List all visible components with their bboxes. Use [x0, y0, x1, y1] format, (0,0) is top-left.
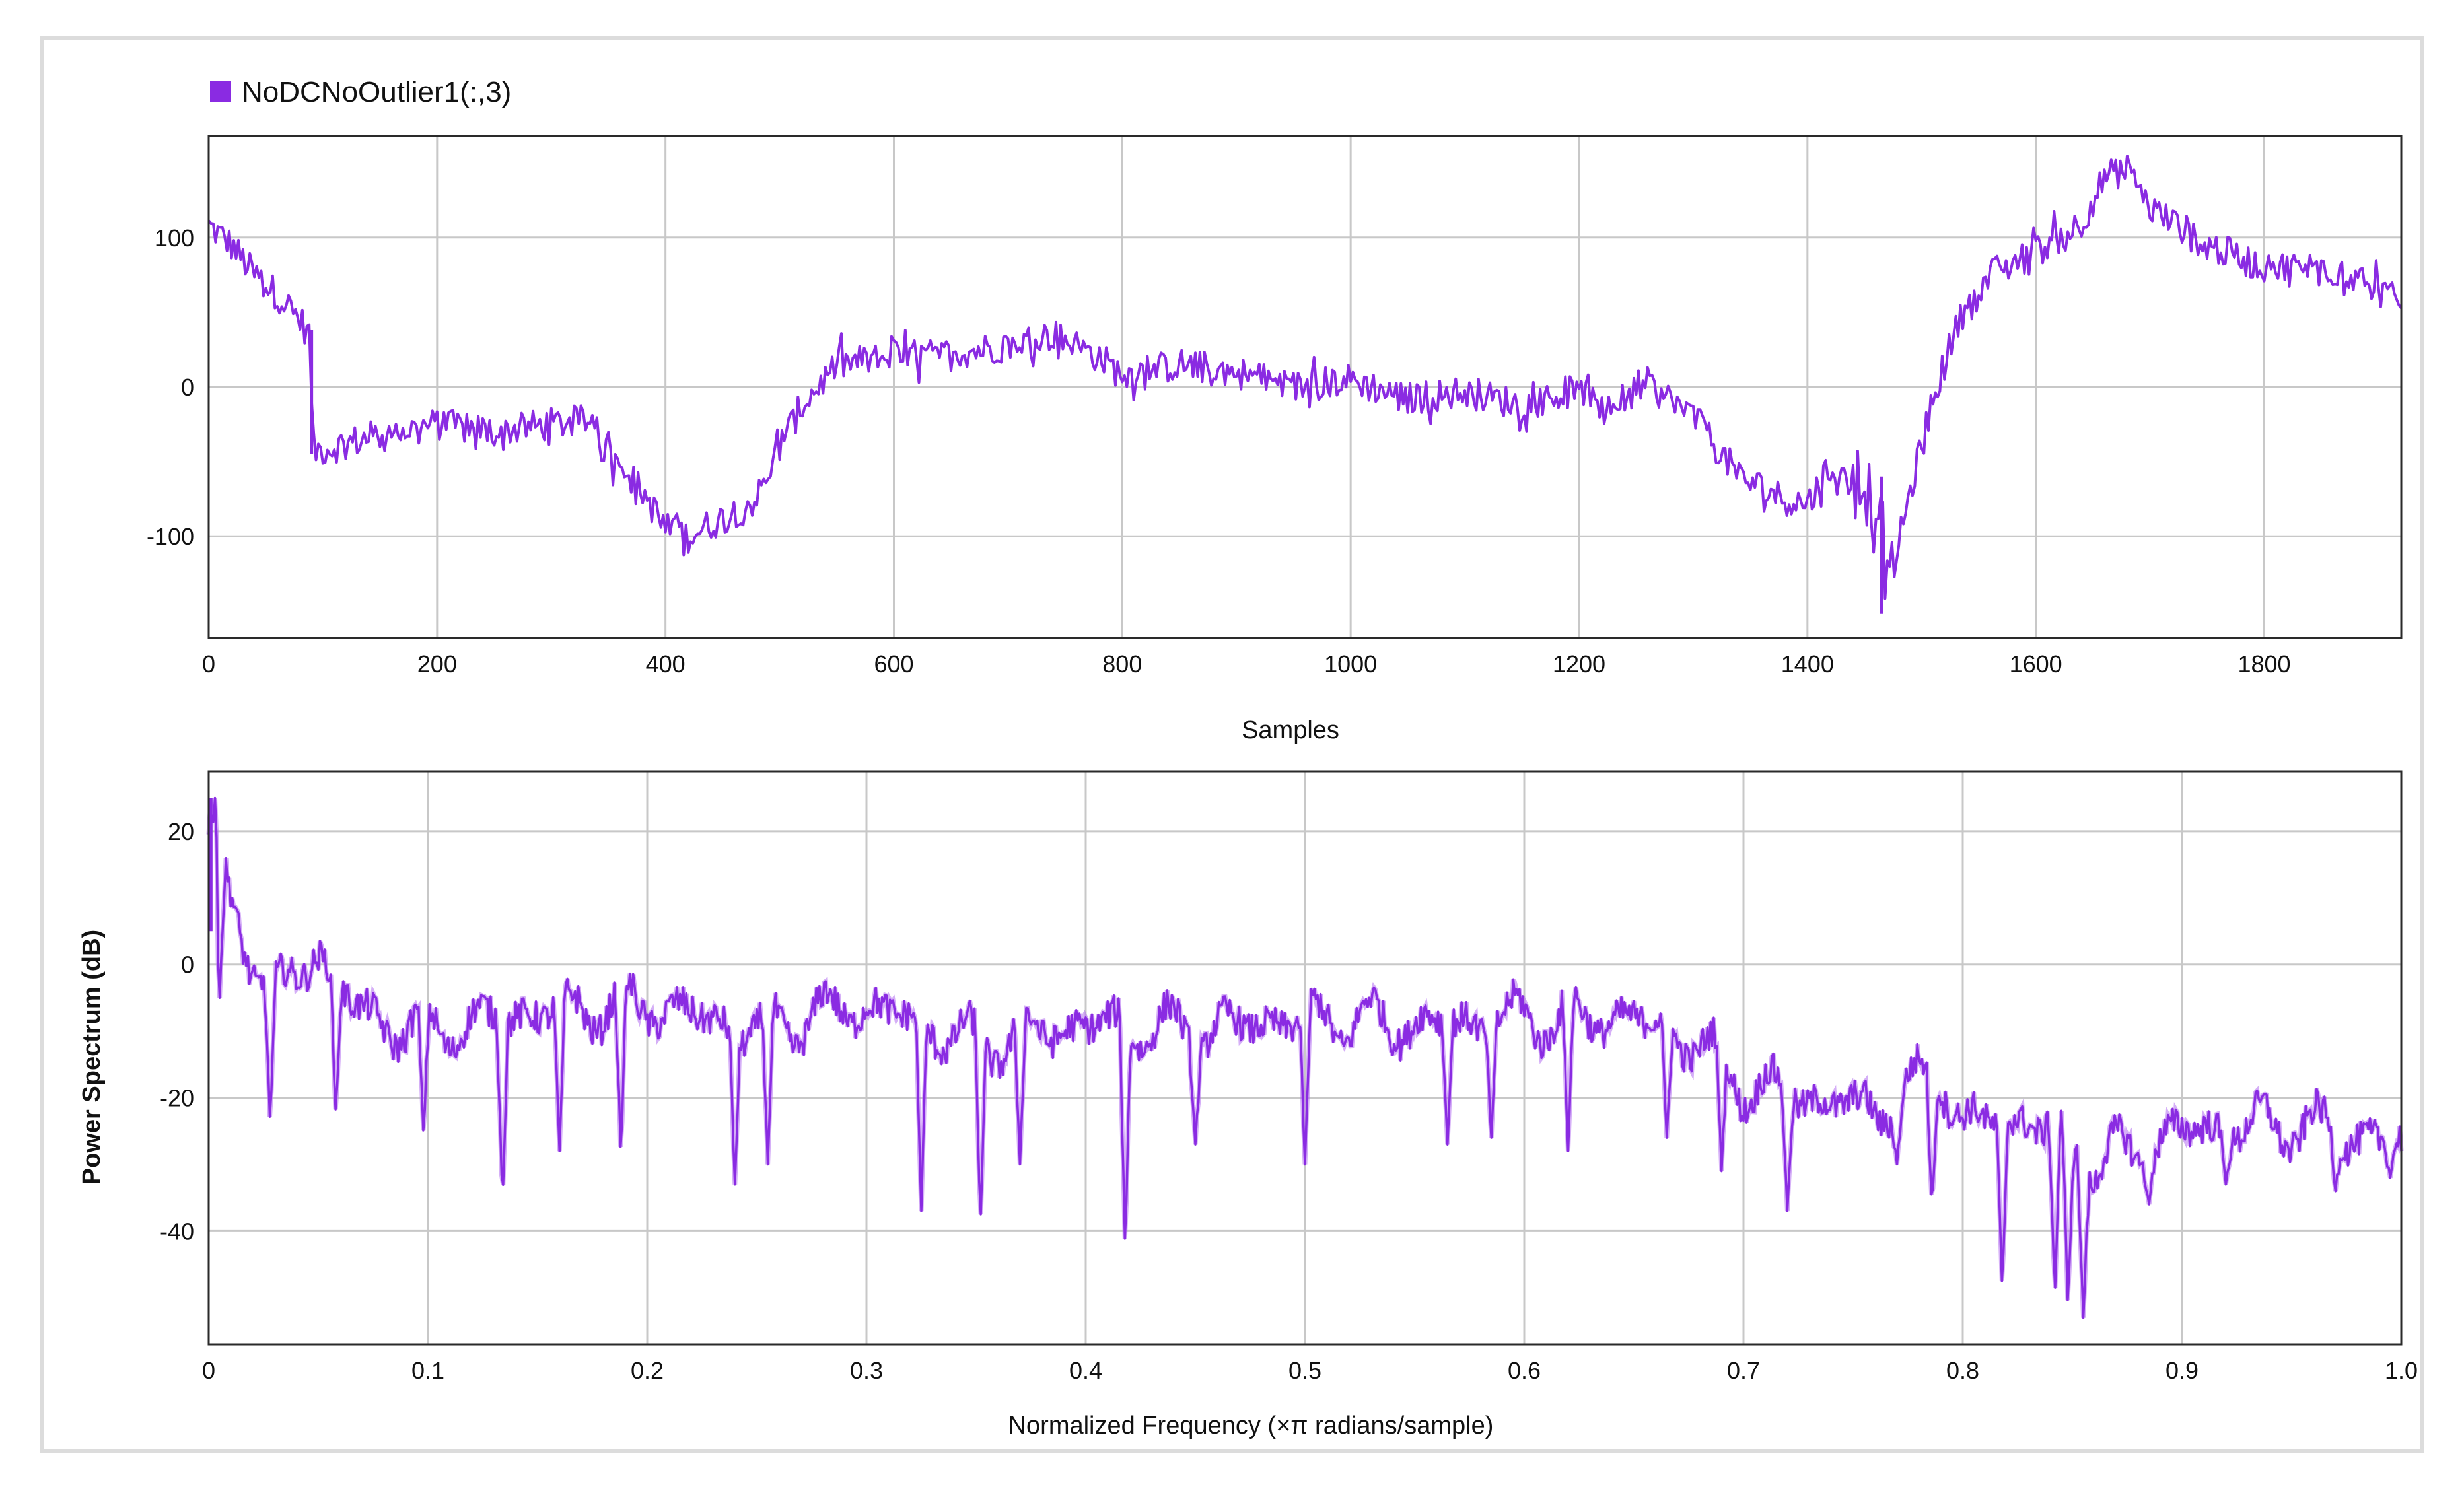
y-tick-label: 0	[181, 374, 194, 401]
power-spectrum-line	[206, 796, 2404, 1319]
power-spectrum-x-ticks: 0 0.1 0.2 0.3 0.4 0.5 0.6 0.7 0.8 0.9 1.0	[202, 1357, 2418, 1384]
power-spectrum-y-axis-label: Power Spectrum (dB)	[78, 930, 106, 1185]
x-tick-label: 0.4	[1069, 1357, 1102, 1384]
figure-canvas: 0 200 400 600 800 1000 1200 1400 1600 1800 -10001…	[78, 76, 2418, 1439]
time-series-x-axis-label: Samples	[1242, 716, 1339, 744]
power-spectrum-y-ticks: -40 -20 0 20	[160, 818, 194, 1245]
x-tick-label: 1200	[1553, 650, 1605, 677]
power-spectrum-plot: 0 0.1 0.2 0.3 0.4 0.5 0.6 0.7 0.8 0.9 1.0 -40 -20 0 2…	[78, 770, 2418, 1439]
y-tick-label: -20	[160, 1085, 194, 1112]
x-tick-label: 1400	[1781, 650, 1834, 677]
time-series-grid	[207, 136, 2401, 638]
y-tick-label: 0	[181, 952, 194, 979]
x-tick-label: 800	[1102, 650, 1142, 677]
x-tick-label: 1.0	[2385, 1357, 2418, 1384]
spectrum-line	[207, 796, 2403, 1319]
x-tick-label: 400	[646, 650, 686, 677]
x-tick-label: 0.2	[631, 1357, 664, 1384]
x-tick-label: 200	[417, 650, 457, 677]
x-tick-label: 0.5	[1288, 1357, 1321, 1384]
y-tick-label: 100	[155, 225, 194, 252]
time-series-y-ticks: -100 0 100	[147, 225, 194, 550]
x-tick-label: 0.9	[2165, 1357, 2199, 1384]
time-series-axes-box	[207, 135, 2403, 639]
x-tick-label: 0.1	[411, 1357, 444, 1384]
x-tick-label: 0.7	[1727, 1357, 1760, 1384]
power-spectrum-grid	[207, 771, 2403, 1344]
x-tick-label: 1000	[1324, 650, 1377, 677]
x-tick-label: 0.8	[1946, 1357, 1979, 1384]
legend[interactable]: NoDCNoOutlier1(:,3)	[210, 76, 511, 108]
y-tick-label: 20	[168, 818, 194, 845]
y-tick-label: -100	[147, 523, 194, 550]
series-line	[207, 155, 2403, 600]
x-tick-label: 0.6	[1508, 1357, 1541, 1384]
legend-label: NoDCNoOutlier1(:,3)	[242, 76, 511, 108]
figure-frame: 0 200 400 600 800 1000 1200 1400 1600 1800 -100 0 1…	[40, 36, 2424, 1453]
x-tick-label: 1800	[2237, 650, 2290, 677]
power-spectrum-axes-box	[207, 770, 2403, 1346]
x-tick-label: 600	[874, 650, 913, 677]
time-series-line	[207, 155, 2403, 614]
x-tick-label: 0	[202, 1357, 215, 1384]
x-tick-label: 0.3	[850, 1357, 883, 1384]
y-tick-label: -40	[160, 1218, 194, 1245]
time-series-x-ticks: 0 200 400 600 800 1000 1200 1400 1600 1800	[202, 650, 2291, 677]
legend-swatch	[210, 81, 231, 102]
time-series-plot: 0 200 400 600 800 1000 1200 1400 1600 1800 -100 0 1…	[147, 76, 2403, 744]
x-tick-label: 0	[202, 650, 215, 677]
x-tick-label: 1600	[2010, 650, 2062, 677]
power-spectrum-x-axis-label: Normalized Frequency (×π radians/sample)	[1008, 1412, 1494, 1439]
